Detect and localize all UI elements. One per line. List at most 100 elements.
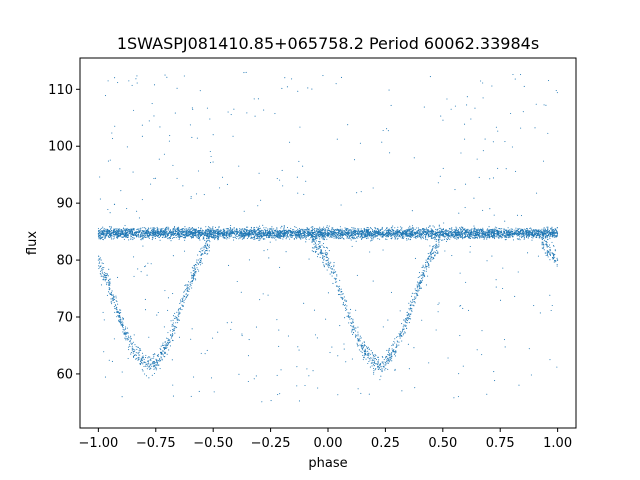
scatter-point [468, 230, 470, 232]
scatter-point [326, 229, 328, 231]
scatter-point [154, 227, 156, 229]
scatter-point [100, 235, 102, 237]
scatter-point [239, 228, 241, 230]
scatter-point [196, 230, 198, 232]
scatter-point [491, 235, 493, 237]
scatter-point [427, 231, 429, 233]
scatter-point [235, 234, 237, 236]
scatter-point [181, 229, 183, 231]
scatter-point [397, 229, 399, 231]
scatter-point [275, 231, 277, 233]
scatter-point [321, 237, 323, 239]
scatter-point [151, 227, 153, 229]
scatter-point [130, 236, 132, 238]
scatter-point [293, 230, 295, 232]
scatter-point [99, 232, 101, 234]
scatter-point [111, 238, 113, 240]
scatter-point [504, 239, 506, 241]
scatter-point [294, 234, 296, 236]
scatter-point [305, 232, 307, 234]
scatter-point [261, 237, 263, 239]
scatter-point [419, 231, 421, 233]
scatter-point [106, 229, 108, 231]
scatter-point [319, 235, 321, 237]
scatter-point [206, 233, 208, 235]
scatter-point [462, 232, 464, 234]
scatter-point [178, 238, 180, 240]
scatter-point [451, 229, 453, 231]
scatter-point [210, 236, 212, 239]
scatter-point [551, 226, 553, 228]
scatter-point [435, 228, 437, 230]
scatter-point [393, 235, 395, 237]
scatter-point [520, 235, 522, 237]
scatter-point [489, 235, 491, 238]
scatter-point [179, 234, 181, 236]
scatter-point [211, 231, 213, 233]
scatter-point [466, 234, 468, 236]
scatter-point [221, 231, 223, 233]
scatter-point [518, 228, 520, 230]
scatter-point [335, 237, 337, 239]
scatter-point [292, 229, 294, 231]
scatter-point [231, 230, 233, 232]
scatter-point [287, 232, 289, 234]
scatter-point [541, 234, 543, 237]
scatter-point [291, 231, 293, 233]
scatter-point [355, 229, 357, 231]
scatter-point [144, 229, 146, 232]
scatter-point [524, 234, 526, 236]
scatter-point [150, 227, 152, 229]
scatter-point [283, 232, 286, 234]
scatter-point [225, 233, 227, 235]
scatter-point [125, 232, 127, 234]
scatter-point [451, 227, 453, 229]
scatter-point [167, 226, 169, 228]
scatter-point [348, 231, 350, 233]
scatter-point [316, 234, 318, 236]
scatter-point [530, 227, 532, 229]
scatter-point [130, 234, 132, 236]
scatter-point [194, 231, 196, 233]
scatter-point [262, 224, 264, 226]
scatter-point [188, 228, 190, 230]
scatter-point [328, 232, 330, 234]
scatter-point [351, 227, 353, 229]
scatter-point [149, 234, 151, 236]
scatter-point [148, 237, 150, 240]
scatter-point [138, 228, 140, 230]
scatter-point [468, 232, 470, 234]
scatter-point [410, 238, 412, 240]
scatter-point [547, 234, 550, 236]
scatter-point [454, 238, 456, 240]
scatter-point [525, 227, 527, 230]
scatter-point [172, 233, 174, 235]
scatter-point [428, 226, 430, 228]
scatter-point [187, 228, 189, 231]
scatter-point [463, 232, 465, 234]
scatter-point [443, 230, 445, 233]
scatter-point [112, 232, 114, 234]
scatter-point [142, 229, 144, 232]
scatter-point [238, 238, 240, 240]
scatter-point [210, 232, 212, 234]
scatter-point [272, 237, 274, 239]
scatter-point [117, 232, 119, 234]
scatter-point [335, 235, 337, 237]
scatter-point [509, 229, 511, 231]
scatter-point [298, 232, 300, 234]
scatter-point [442, 231, 444, 233]
scatter-point [230, 228, 232, 230]
scatter-point [351, 236, 353, 238]
scatter-point [456, 229, 458, 231]
scatter-point [387, 235, 389, 237]
scatter-point [189, 230, 191, 232]
scatter-point [262, 230, 264, 232]
scatter-point [486, 230, 488, 232]
scatter-point [320, 228, 322, 230]
scatter-point [108, 226, 111, 228]
scatter-point [517, 229, 519, 231]
scatter-point [262, 235, 264, 238]
scatter-point [263, 235, 265, 237]
scatter-point [422, 236, 424, 238]
